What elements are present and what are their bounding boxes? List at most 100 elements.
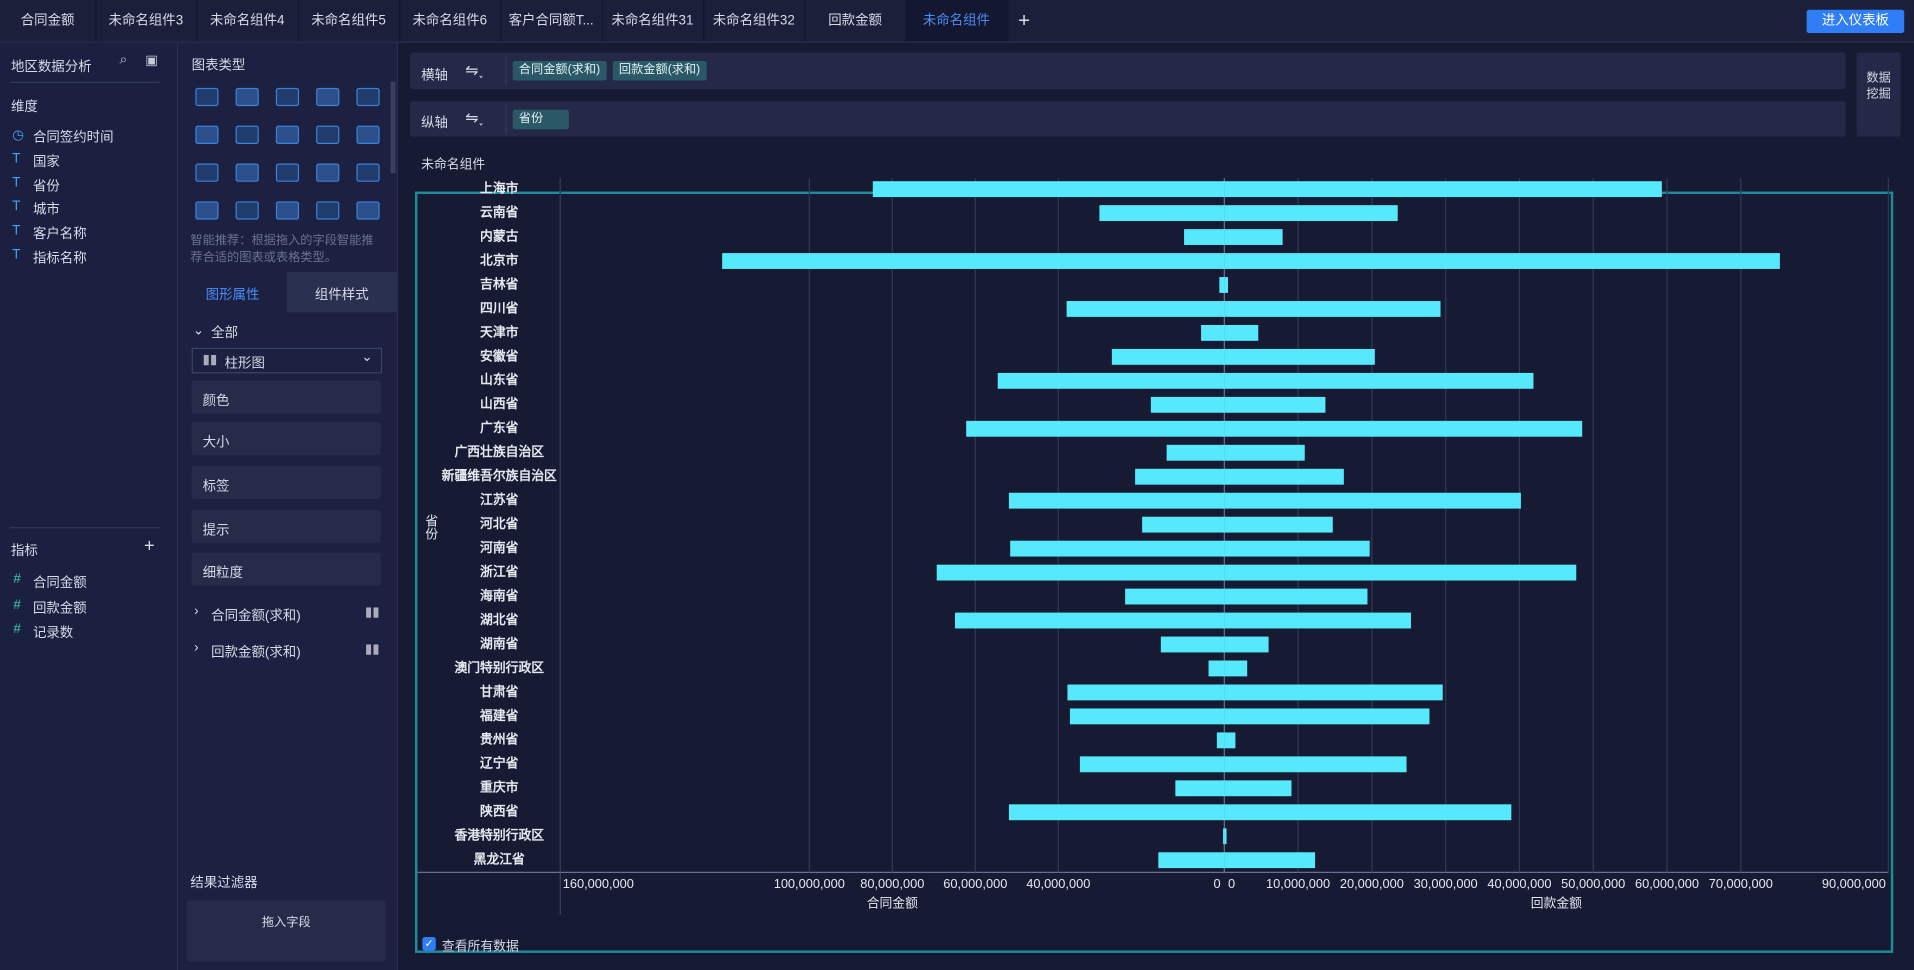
add-measure[interactable]: + bbox=[144, 535, 155, 557]
x-tick-label: 60,000,000 bbox=[943, 876, 1007, 891]
tab[interactable]: 未命名组件3 bbox=[95, 0, 198, 42]
chart-type-icon[interactable] bbox=[195, 163, 219, 182]
chart-type-icon[interactable] bbox=[275, 125, 300, 144]
tab[interactable]: 未命名组件32 bbox=[703, 0, 806, 42]
tab[interactable]: 回款金额 bbox=[804, 0, 907, 42]
x-field-chip[interactable]: 回款金额(求和) bbox=[612, 61, 707, 81]
measure[interactable]: 回款金额 bbox=[32, 600, 87, 616]
prop: 大小 bbox=[202, 435, 230, 451]
show-all[interactable]: 查看所有数据 bbox=[441, 939, 519, 955]
collapse-arrow[interactable]: ⌄ bbox=[192, 323, 205, 338]
bar bbox=[1224, 396, 1326, 413]
x-shelf-icon[interactable]: ⇋˯ bbox=[465, 61, 484, 80]
tab[interactable]: 未命名组件 bbox=[905, 0, 1009, 42]
prop-box[interactable] bbox=[191, 466, 381, 500]
chart-type-icon[interactable] bbox=[356, 201, 380, 220]
x-shelf-label: 横轴 bbox=[421, 68, 448, 83]
dropdown-arrow: ⌄ bbox=[361, 350, 373, 365]
expand-arrow[interactable]: › bbox=[194, 603, 199, 619]
dimension[interactable]: 合同签约时间 bbox=[32, 130, 114, 146]
y-tick-label: 山西省 bbox=[480, 396, 519, 411]
bar bbox=[966, 420, 1225, 437]
filter-title: 结果过滤器 bbox=[190, 876, 258, 891]
y-shelf-icon[interactable]: ⇋˯ bbox=[465, 108, 484, 127]
tab[interactable]: 未命名组件5 bbox=[298, 0, 401, 42]
tab[interactable]: 客户合同额T... bbox=[500, 0, 604, 42]
bar bbox=[1224, 348, 1375, 365]
tab[interactable]: 组件样式 bbox=[314, 287, 369, 303]
prop-box[interactable] bbox=[191, 510, 381, 543]
y-tick-label: 上海市 bbox=[480, 181, 519, 196]
y-tick-label: 澳门特别行政区 bbox=[454, 660, 544, 675]
bar bbox=[1008, 492, 1225, 509]
bar bbox=[1166, 444, 1225, 461]
chart-type-icon[interactable] bbox=[275, 87, 300, 107]
bar-icon: ▮▮ bbox=[202, 352, 218, 368]
y-tick-label: 湖北省 bbox=[480, 612, 519, 627]
bar bbox=[1224, 756, 1407, 773]
bar bbox=[1175, 780, 1225, 797]
chart-type-icon[interactable] bbox=[195, 125, 219, 144]
expand-arrow[interactable]: › bbox=[194, 640, 199, 656]
chart-type-icon[interactable] bbox=[195, 87, 219, 107]
bar bbox=[1224, 804, 1512, 821]
chart-type-icon[interactable] bbox=[195, 201, 219, 220]
bar bbox=[1224, 301, 1441, 317]
field: 回款金额(求和) bbox=[211, 645, 301, 661]
bar bbox=[872, 181, 1225, 198]
tab[interactable]: 图形属性 bbox=[205, 287, 260, 303]
divider bbox=[9, 527, 160, 529]
scrollbar bbox=[390, 81, 396, 174]
dimension[interactable]: 客户名称 bbox=[32, 227, 87, 242]
x-tick-label: 20,000,000 bbox=[1340, 876, 1404, 891]
chart-type-icon[interactable] bbox=[316, 163, 340, 182]
chart-type-icon[interactable] bbox=[275, 163, 300, 182]
tab[interactable]: 未命名组件6 bbox=[399, 0, 502, 42]
bar bbox=[1150, 396, 1225, 413]
tab[interactable]: 合同金额 bbox=[0, 0, 97, 42]
y-tick-label: 黑龙江省 bbox=[474, 852, 525, 867]
y-tick-label: 北京市 bbox=[480, 252, 519, 267]
switch-icon[interactable]: ▣ bbox=[145, 53, 158, 69]
bar bbox=[1224, 468, 1344, 485]
chart-type-icon[interactable] bbox=[356, 125, 380, 144]
data-mining[interactable] bbox=[1856, 52, 1901, 137]
dimension[interactable]: 省份 bbox=[32, 178, 60, 194]
measure[interactable]: 合同金额 bbox=[32, 575, 87, 591]
y-axis-label: 省份 bbox=[423, 514, 438, 540]
tab[interactable]: 未命名组件31 bbox=[602, 0, 705, 42]
bar bbox=[1224, 780, 1292, 797]
y-tick-label: 江苏省 bbox=[480, 492, 519, 507]
search-icon[interactable]: ⌕ bbox=[119, 52, 128, 68]
y-field-chip[interactable]: 省份 bbox=[512, 109, 569, 130]
chart-type-icon[interactable] bbox=[235, 201, 259, 220]
prop-box[interactable] bbox=[191, 380, 381, 414]
checkbox[interactable]: ✓ bbox=[422, 937, 436, 951]
bar bbox=[1224, 444, 1305, 461]
chart-type-icon[interactable] bbox=[316, 201, 340, 220]
chart-type-icon[interactable] bbox=[235, 87, 259, 107]
chart-type-icon[interactable] bbox=[235, 125, 259, 144]
chart-type-icon[interactable] bbox=[316, 87, 340, 107]
dimension[interactable]: 指标名称 bbox=[32, 251, 87, 266]
measure[interactable]: 记录数 bbox=[32, 625, 74, 641]
add-tab[interactable]: + bbox=[1018, 8, 1031, 32]
chart-type-icon[interactable] bbox=[356, 163, 380, 182]
prop-box[interactable] bbox=[191, 422, 381, 456]
enter-dashboard-button[interactable]: 进入仪表板 bbox=[1806, 9, 1905, 33]
dimension[interactable]: 国家 bbox=[32, 154, 60, 170]
chart-type-icon[interactable] bbox=[356, 87, 380, 107]
filter-drop[interactable] bbox=[186, 900, 386, 962]
data-mining-text: 数据挖掘 bbox=[1866, 71, 1891, 102]
chart-select[interactable] bbox=[191, 347, 383, 374]
chart-type-icon[interactable] bbox=[316, 125, 340, 144]
x-field-chip[interactable]: 合同金额(求和) bbox=[512, 61, 607, 81]
dimension[interactable]: 城市 bbox=[32, 203, 60, 218]
chart-type-icon[interactable] bbox=[275, 201, 300, 220]
bar bbox=[1184, 229, 1225, 245]
x-axis-label: 合同金额 bbox=[867, 896, 918, 911]
y-tick-label: 辽宁省 bbox=[480, 756, 519, 771]
chart-type-icon[interactable] bbox=[235, 163, 259, 182]
tab[interactable]: 未命名组件4 bbox=[197, 0, 300, 42]
prop-box[interactable] bbox=[191, 552, 381, 586]
